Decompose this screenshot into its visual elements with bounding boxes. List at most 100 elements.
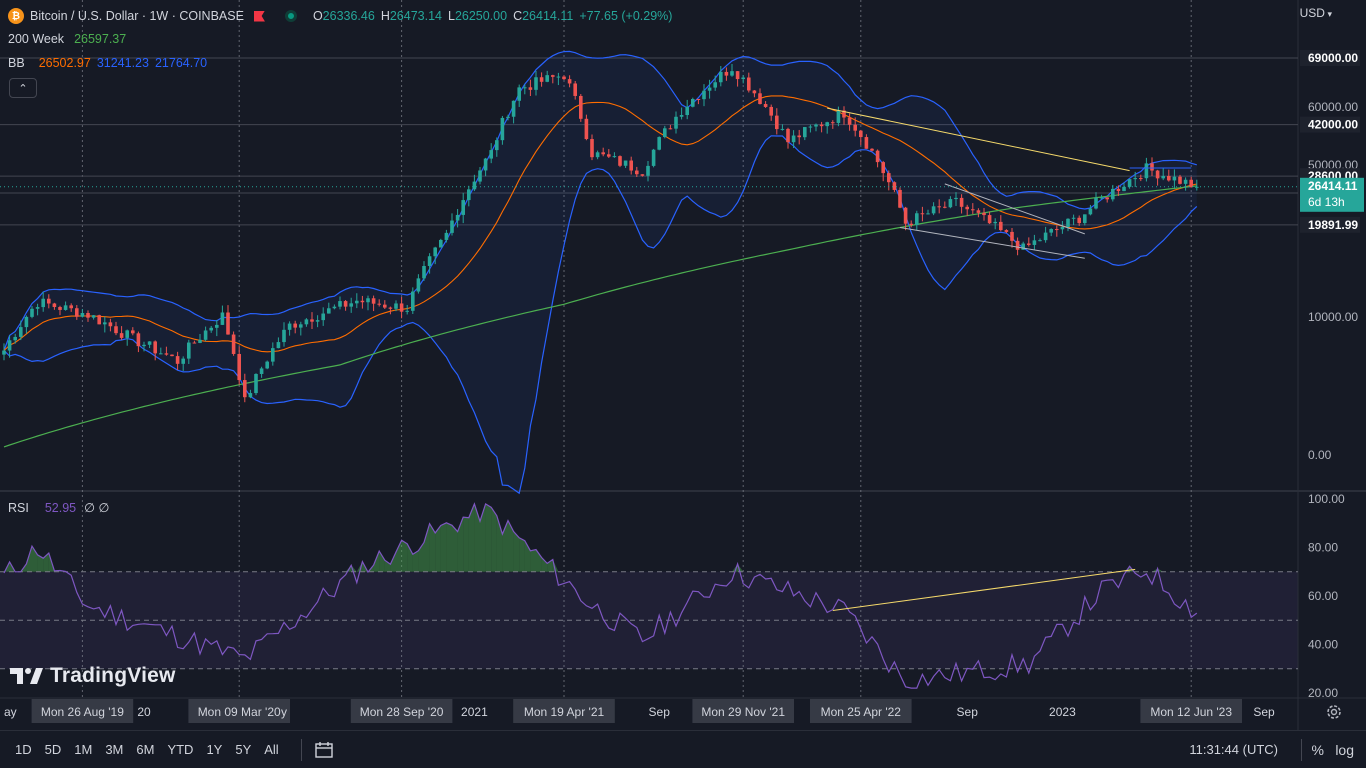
symbol-title[interactable]: Bitcoin / U.S. Dollar · 1W · COINBASE [30, 9, 244, 23]
time-label-bg [692, 699, 794, 723]
candle-body [1049, 229, 1053, 233]
range-3m[interactable]: 3M [105, 742, 124, 757]
candle-body [1077, 217, 1081, 224]
candle-body [282, 329, 286, 343]
rsi-overbought-fill [429, 523, 436, 572]
rsi-legend[interactable]: RSI 52.95 ∅ ∅ [8, 500, 109, 516]
rsi-axis-label: 20.00 [1308, 686, 1338, 700]
rsi-overbought-fill [424, 523, 430, 572]
rsi-overbought-fill [513, 531, 520, 572]
candle-body [450, 220, 454, 233]
candle-body [881, 162, 885, 174]
time-label-bg [1140, 699, 1242, 723]
symbol-legend[interactable]: ₿ Bitcoin / U.S. Dollar · 1W · COINBASE … [8, 8, 672, 24]
candle-body [332, 306, 337, 309]
rsi-overbought-fill [491, 507, 497, 572]
time-axis-label: Mon 12 Jun '23 [1150, 705, 1232, 719]
log-scale-toggle[interactable]: log [1335, 741, 1354, 758]
go-to-date-button[interactable] [300, 738, 334, 761]
time-label-bg [810, 699, 912, 723]
candle-body [898, 189, 902, 208]
collapse-legend-button[interactable]: ⌃ [9, 78, 37, 98]
range-6m[interactable]: 6M [136, 742, 155, 757]
candle-body [1088, 208, 1093, 215]
candle-body [439, 239, 443, 248]
clock-utc[interactable]: 11:31:44 (UTC) [1189, 742, 1278, 757]
candle-body [24, 316, 29, 328]
range-all[interactable]: All [264, 742, 279, 757]
ma-legend[interactable]: 200 Week 26597.37 [8, 32, 126, 46]
candle-body [1105, 197, 1109, 200]
candle-body [91, 315, 96, 318]
candle-body [1133, 178, 1137, 180]
candle-body [35, 307, 40, 309]
candle-body [987, 215, 992, 224]
candle-body [399, 303, 404, 312]
rsi-overbought-fill [502, 520, 508, 572]
candle-body [304, 319, 309, 325]
candle-body [343, 301, 348, 307]
candle-body [108, 322, 113, 327]
candle-body [702, 90, 706, 100]
rsi-divergence-trendline [832, 568, 1136, 612]
rsi-overbought-fill [485, 503, 492, 572]
candle-body [791, 135, 796, 143]
candle-body [931, 206, 936, 214]
range-ytd[interactable]: YTD [167, 742, 194, 757]
range-1d[interactable]: 1D [15, 742, 32, 757]
range-1y[interactable]: 1Y [206, 742, 223, 757]
candle-body [523, 87, 527, 89]
candle-body [1094, 197, 1098, 209]
candle-body [371, 298, 376, 304]
time-label-bg [513, 699, 615, 723]
candle-body [315, 320, 320, 322]
bb-label: BB [8, 56, 25, 70]
candle-body [663, 128, 667, 138]
wedge-trendline [944, 183, 1085, 235]
candle-body [293, 323, 297, 328]
candle-body [19, 327, 23, 337]
candle-body [41, 298, 45, 308]
candle-body [355, 300, 359, 304]
candle-body [562, 76, 566, 80]
bb-upper-line [3, 50, 1197, 351]
candle-body [52, 303, 57, 308]
candle-body [713, 82, 717, 88]
candle-body [181, 358, 185, 364]
tradingview-logo: TradingView [10, 664, 176, 688]
rsi-overbought-fill [1157, 568, 1164, 572]
price-chart[interactable]: 69000.0060000.0050000.0042000.0040000.00… [0, 0, 1366, 730]
candle-body [808, 126, 813, 128]
candle-body [1139, 178, 1143, 180]
rsi-overbought-fill [356, 561, 363, 572]
currency-selector[interactable]: USD [1300, 6, 1332, 20]
candle-body [573, 83, 577, 96]
candle-body [187, 342, 191, 359]
candle-body [467, 189, 471, 201]
candle-body [1021, 243, 1025, 250]
candle-body [892, 182, 897, 190]
flag-icon[interactable] [253, 10, 265, 22]
price-axis-label: 0.00 [1308, 448, 1332, 462]
candle-body [360, 300, 365, 303]
rsi-axis-label: 60.00 [1308, 589, 1338, 603]
candle-body [192, 342, 197, 344]
range-5y[interactable]: 5Y [235, 742, 252, 757]
rsi-overbought-fill [32, 546, 38, 572]
candle-body [47, 298, 51, 304]
candle-body [1127, 179, 1132, 187]
range-1m[interactable]: 1M [74, 742, 93, 757]
rsi-value: 52.95 [44, 500, 77, 515]
bb-legend[interactable]: BB 26502.97 31241.23 21764.70 [8, 56, 207, 70]
candle-body [383, 304, 387, 308]
ohlc-high: H26473.14 [380, 9, 442, 23]
time-axis-label: Mon 19 Apr '21 [524, 705, 605, 719]
percent-scale-toggle[interactable]: % [1311, 741, 1324, 758]
rsi-overbought-fill [396, 540, 402, 572]
range-5d[interactable]: 5D [44, 742, 62, 757]
settings-gear-icon[interactable] [1325, 703, 1343, 721]
candle-body [668, 128, 673, 130]
candle-body [271, 348, 275, 362]
candle-body [119, 333, 124, 338]
rsi-overbought-fill [379, 551, 385, 572]
